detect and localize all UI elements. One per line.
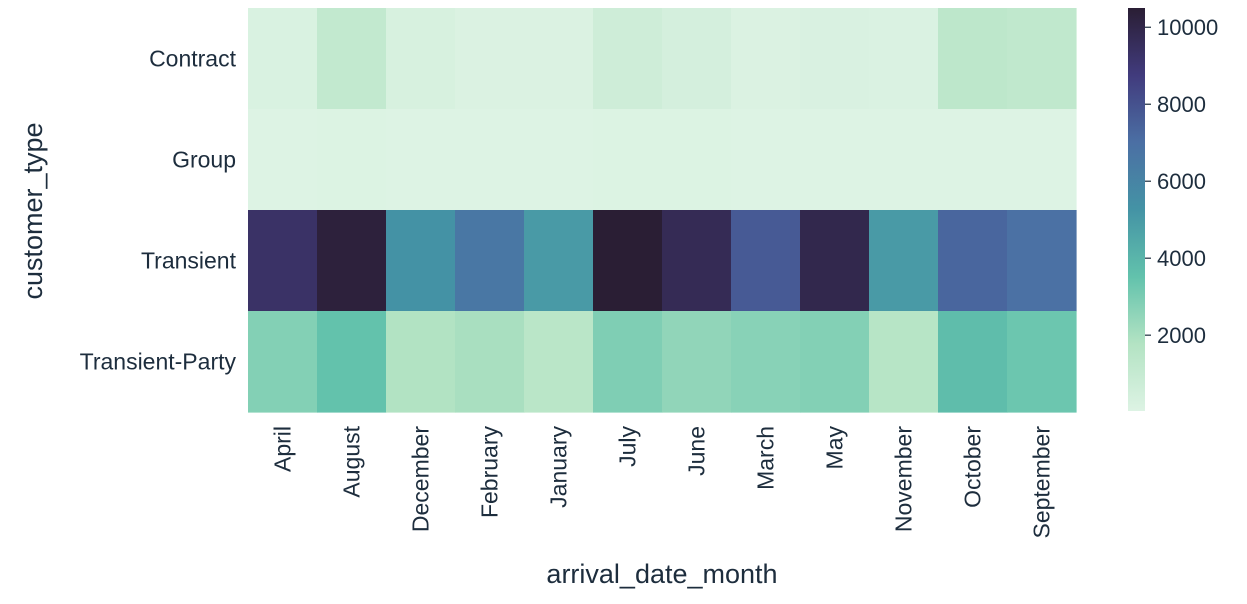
x-tick-label: May (822, 426, 848, 470)
heatmap-cell (248, 311, 318, 413)
y-tick-label: Transient (141, 248, 237, 274)
colorbar-gradient (1128, 8, 1145, 411)
heatmap-cell (524, 8, 594, 110)
colorbar-ticks: 2000 4000 6000 8000 10000 (1145, 15, 1218, 348)
heatmap-cell (869, 210, 939, 312)
y-tick-label: Contract (149, 46, 237, 72)
heatmap-cell (731, 210, 801, 312)
heatmap-cell (593, 109, 663, 211)
heatmap-cell (1007, 8, 1077, 110)
heatmap-cell (800, 210, 870, 312)
heatmap-cell (800, 109, 870, 211)
heatmap-cell (317, 311, 387, 413)
heatmap-cell (800, 311, 870, 413)
heatmap-cell (524, 311, 594, 413)
heatmap-cell (1007, 210, 1077, 312)
colorbar-tick-label: 2000 (1157, 323, 1206, 348)
heatmap-cell (524, 210, 594, 312)
heatmap-cell (455, 109, 525, 211)
heatmap-cell (455, 8, 525, 110)
heatmap-cell (662, 109, 732, 211)
heatmap-cell (386, 210, 456, 312)
heatmap-cell (317, 8, 387, 110)
heatmap-cell (731, 109, 801, 211)
heatmap-cell (593, 8, 663, 110)
y-tick-label: Transient-Party (80, 349, 237, 375)
x-tick-label: February (477, 426, 503, 519)
heatmap-cell (317, 210, 387, 312)
colorbar-tick-label: 6000 (1157, 169, 1206, 194)
x-tick-label: January (546, 426, 572, 508)
heatmap-cell (386, 8, 456, 110)
heatmap-cell (938, 8, 1008, 110)
x-tick-label: November (891, 426, 917, 532)
heatmap-cell (386, 109, 456, 211)
x-tick-label: July (615, 426, 641, 467)
x-tick-label: June (684, 426, 710, 476)
x-tick-labels: April August December February January July Ju… (270, 425, 1055, 538)
heatmap-cell (662, 8, 732, 110)
heatmap-cell (524, 109, 594, 211)
heatmap-cells (248, 8, 1077, 413)
x-tick-label: March (753, 426, 779, 490)
heatmap-cell (731, 8, 801, 110)
colorbar-tick-label: 8000 (1157, 92, 1206, 117)
heatmap-cell (455, 311, 525, 413)
y-tick-label: Group (172, 147, 236, 173)
heatmap-cell (662, 210, 732, 312)
heatmap-cell (386, 311, 456, 413)
colorbar-tick-label: 4000 (1157, 246, 1206, 271)
y-axis-label: customer_type (18, 122, 48, 299)
colorbar: 2000 4000 6000 8000 10000 (1128, 8, 1218, 411)
heatmap-cell (869, 311, 939, 413)
heatmap-cell (869, 109, 939, 211)
heatmap-cell (800, 8, 870, 110)
x-tick-label: September (1029, 426, 1055, 539)
heatmap-cell (869, 8, 939, 110)
x-tick-label: December (408, 426, 434, 532)
heatmap-cell (248, 109, 318, 211)
heatmap-cell (317, 109, 387, 211)
heatmap-cell (1007, 311, 1077, 413)
heatmap-cell (938, 109, 1008, 211)
heatmap-cell (938, 311, 1008, 413)
heatmap-cell (248, 210, 318, 312)
heatmap-cell (938, 210, 1008, 312)
heatmap-cell (455, 210, 525, 312)
heatmap-cell (593, 210, 663, 312)
y-tick-labels: Contract Group Transient Transient-Party (80, 46, 237, 375)
colorbar-tick-label: 10000 (1157, 15, 1218, 40)
x-tick-label: August (339, 425, 365, 497)
x-tick-label: April (270, 426, 296, 472)
x-tick-label: October (960, 426, 986, 508)
heatmap-cell (662, 311, 732, 413)
heatmap-cell (731, 311, 801, 413)
heatmap-cell (1007, 109, 1077, 211)
heatmap-cell (593, 311, 663, 413)
heatmap-cell (248, 8, 318, 110)
x-axis-label: arrival_date_month (546, 559, 777, 589)
